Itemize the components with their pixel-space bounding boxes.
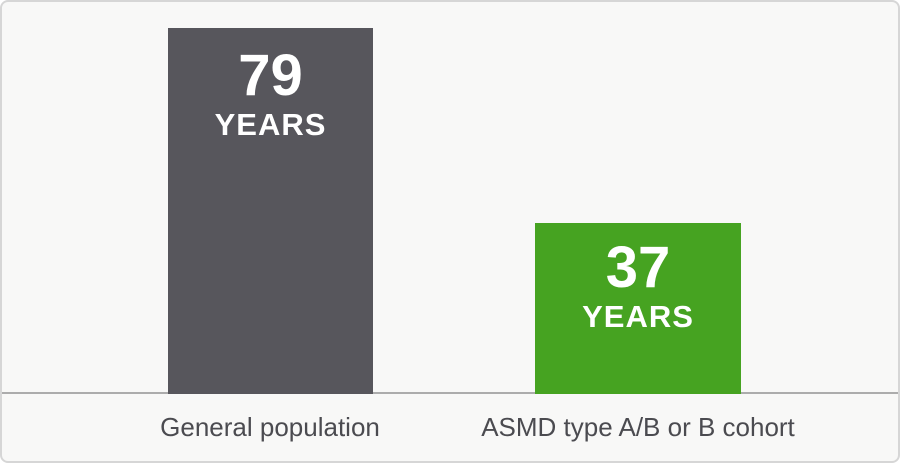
bar-general-population: 79 YEARS (168, 28, 373, 394)
x-axis-baseline (2, 392, 898, 394)
category-label-general-population: General population (160, 412, 380, 442)
bar-unit-asmd-cohort: YEARS (582, 299, 694, 334)
bar-unit-general-population: YEARS (214, 107, 327, 142)
bar-value-general-population: 79 (238, 43, 303, 108)
bar-value-asmd-cohort: 37 (605, 235, 671, 300)
bar-asmd-cohort: 37 YEARS (535, 223, 741, 394)
category-label-asmd-cohort: ASMD type A/B or B cohort (481, 412, 795, 442)
